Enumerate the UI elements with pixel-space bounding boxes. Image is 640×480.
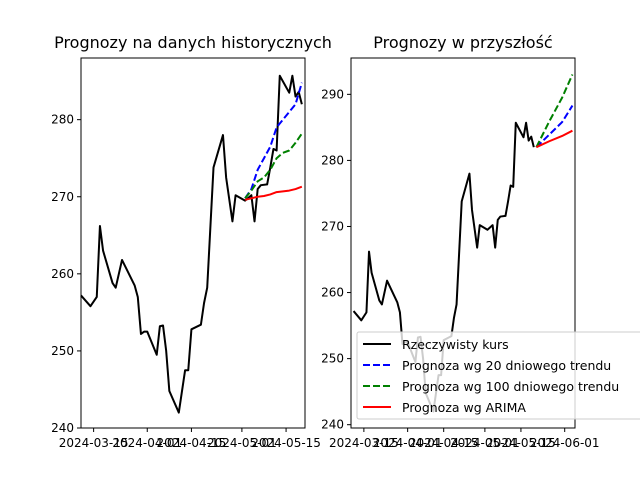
series-line-prognoza-wg-arima <box>244 185 303 201</box>
y-tick-label: 280 <box>321 153 344 167</box>
chart-title: Prognozy na danych historycznych <box>54 33 332 52</box>
y-tick-label: 260 <box>51 267 74 281</box>
x-tick-label: 2024-05-01 <box>207 436 277 450</box>
y-tick-label: 240 <box>321 418 344 432</box>
plot-area <box>80 74 303 414</box>
y-tick-label: 250 <box>321 352 344 366</box>
y-tick-label: 270 <box>321 219 344 233</box>
series-line-prognoza-wg-20-dniowego-trendu <box>535 105 574 148</box>
y-tick-label: 250 <box>51 344 74 358</box>
x-tick-label: 2024-04-15 <box>157 436 227 450</box>
x-tick-label: 2024-04-01 <box>112 436 182 450</box>
x-tick-label: 2024-03-15 <box>59 436 129 450</box>
legend-box <box>356 331 640 420</box>
y-tick-label: 280 <box>51 113 74 127</box>
x-tick-label: 2024-05-01 <box>450 436 520 450</box>
y-tick-label: 260 <box>321 286 344 300</box>
series-line-prognoza-wg-20-dniowego-trendu <box>244 82 303 199</box>
legend-entry-label: Prognoza wg 100 dniowego trendu <box>402 379 619 394</box>
legend-entry-label: Rzeczywisty kurs <box>402 337 509 352</box>
series-line-rzeczywisty-kurs <box>80 74 303 414</box>
x-tick-label: 2024-05-15 <box>486 436 556 450</box>
legend-entry-label: Prognoza wg ARIMA <box>402 400 526 415</box>
axes-frame <box>80 57 306 429</box>
legend: Rzeczywisty kurs Prognoza wg 20 dniowego … <box>356 331 640 420</box>
y-tick-label: 290 <box>321 87 344 101</box>
x-tick-label: 2024-04-01 <box>373 436 443 450</box>
series-line-prognoza-wg-100-dniowego-trendu <box>244 132 303 199</box>
x-tick-label: 2024-06-01 <box>530 436 600 450</box>
x-tick-label: 2024-05-15 <box>251 436 321 450</box>
x-tick-label: 2024-03-15 <box>329 436 399 450</box>
historical-forecast-chart: Prognozy na danych historycznych 240 250 2… <box>51 33 332 450</box>
x-tick-label: 2024-04-15 <box>409 436 479 450</box>
series-line-prognoza-wg-100-dniowego-trendu <box>535 74 574 148</box>
future-forecast-chart: Prognozy w przyszłość 240 250 260 270 280 290… <box>321 33 599 450</box>
y-tick-label: 240 <box>51 421 74 435</box>
y-tick-label: 270 <box>51 190 74 204</box>
series-line-prognoza-wg-arima <box>535 129 573 149</box>
axes-frame <box>350 57 576 429</box>
chart-title: Prognozy w przyszłość <box>373 33 552 52</box>
legend-entry-label: Prognoza wg 20 dniowego trendu <box>402 358 611 373</box>
